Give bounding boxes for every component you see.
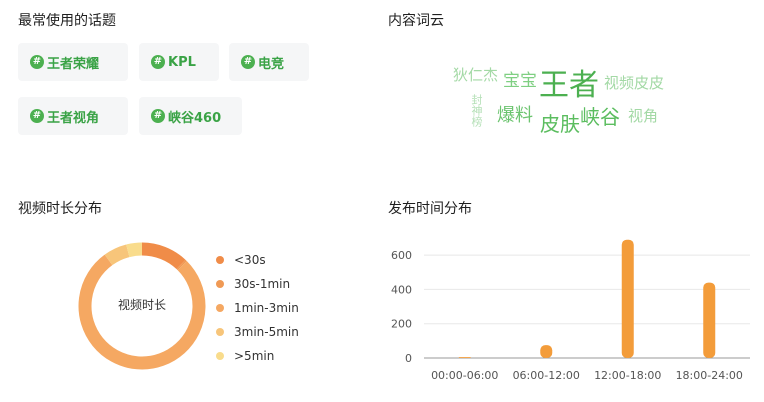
hash-icon: #	[241, 55, 255, 69]
donut-slice[interactable]	[141, 242, 186, 270]
time-title: 发布时间分布	[388, 201, 472, 217]
topics-title: 最常使用的话题	[18, 13, 116, 29]
legend-label: 3min-5min	[234, 325, 299, 339]
donut-slice[interactable]	[104, 244, 130, 266]
hash-icon: #	[151, 109, 165, 123]
x-tick-label: 12:00-18:00	[594, 369, 661, 382]
cloud-word: 宝宝	[503, 71, 537, 91]
cloud-word: 王者	[539, 68, 599, 103]
topic-label: KPL	[168, 54, 196, 70]
legend-item[interactable]: <30s	[216, 248, 299, 272]
legend-label: <30s	[234, 253, 266, 267]
donut-slice[interactable]	[126, 242, 143, 258]
topic-label: 王者视角	[47, 110, 100, 126]
hash-icon: #	[151, 55, 165, 69]
hash-icon: #	[30, 55, 44, 69]
cloud-title: 内容词云	[388, 13, 444, 29]
bar[interactable]	[621, 239, 634, 358]
legend-swatch	[216, 280, 224, 288]
legend-item[interactable]: >5min	[216, 344, 299, 368]
bar[interactable]	[458, 357, 471, 358]
topic-label: 峡谷460	[168, 110, 222, 126]
topic-tag[interactable]: # KPL	[139, 43, 219, 81]
topic-tag[interactable]: # 王者视角	[18, 97, 128, 135]
cloud-word: 峡谷	[580, 105, 620, 129]
x-tick-label: 18:00-24:00	[676, 369, 743, 382]
cloud-word: 封神榜	[470, 94, 483, 127]
duration-donut-chart	[78, 242, 206, 370]
cloud-word: 狄仁杰	[453, 66, 499, 84]
y-tick-label: 600	[391, 249, 412, 262]
donut-center-label: 视频时长	[117, 298, 166, 312]
topic-tag[interactable]: # 峡谷460	[139, 97, 242, 135]
legend-item[interactable]: 30s-1min	[216, 272, 299, 296]
legend-label: 1min-3min	[234, 301, 299, 315]
hash-icon: #	[30, 109, 44, 123]
legend-item[interactable]: 3min-5min	[216, 320, 299, 344]
duration-title: 视频时长分布	[18, 201, 102, 217]
legend-label: >5min	[234, 349, 275, 363]
cloud-word: 皮肤	[540, 112, 580, 136]
donut-slice[interactable]	[78, 254, 206, 370]
legend-swatch	[216, 256, 224, 264]
topic-label: 电竞	[258, 56, 285, 72]
y-tick-label: 0	[405, 352, 412, 365]
cloud-word: 视频皮皮	[604, 74, 665, 92]
donut-slice[interactable]	[176, 259, 187, 271]
topic-tag[interactable]: # 王者荣耀	[18, 43, 128, 81]
bar[interactable]	[540, 345, 553, 358]
topic-label: 王者荣耀	[47, 56, 100, 72]
donut-legend: <30s 30s-1min 1min-3min 3min-5min >5min	[216, 248, 299, 368]
y-tick-label: 400	[391, 283, 412, 296]
publish-time-bar-chart: 0 200 400 600 00:00-06:00 06:00-12:00 12:00-18…	[391, 239, 750, 382]
legend-swatch	[216, 328, 224, 336]
topic-tag[interactable]: # 电竞	[229, 43, 309, 81]
y-tick-label: 200	[391, 318, 412, 331]
cloud-word: 爆料	[497, 105, 533, 126]
cloud-word: 视角	[628, 107, 659, 125]
legend-swatch	[216, 304, 224, 312]
bar[interactable]	[703, 282, 716, 358]
legend-item[interactable]: 1min-3min	[216, 296, 299, 320]
legend-swatch	[216, 352, 224, 360]
legend-label: 30s-1min	[234, 277, 291, 291]
x-tick-label: 06:00-12:00	[513, 369, 580, 382]
x-tick-label: 00:00-06:00	[431, 369, 498, 382]
